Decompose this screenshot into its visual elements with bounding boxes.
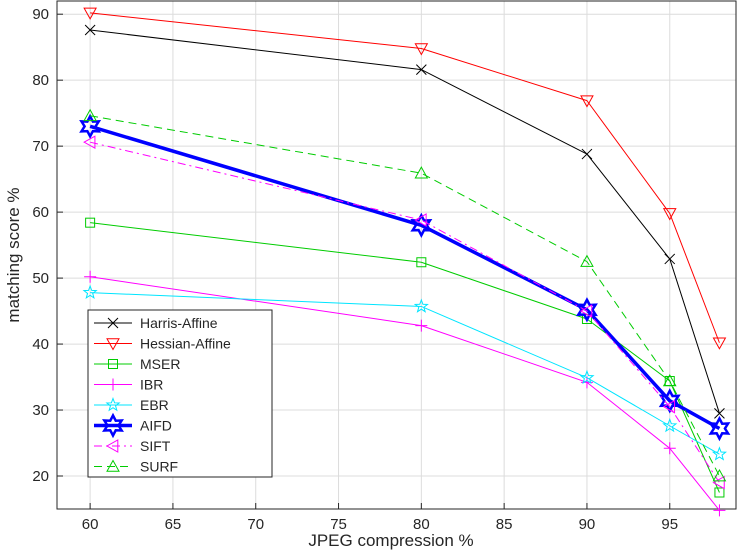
data-point xyxy=(413,298,429,313)
data-point xyxy=(581,148,593,160)
legend-entry: EBR xyxy=(94,397,169,413)
legend-label: Hessian-Affine xyxy=(140,336,231,352)
legend-box xyxy=(87,309,273,478)
x-tick-label: 75 xyxy=(330,516,347,533)
legend-entry: IBR xyxy=(94,377,163,393)
data-point xyxy=(84,270,97,283)
y-tick-label: 40 xyxy=(32,336,49,353)
legend-marker xyxy=(105,439,119,453)
x-tick-label: 60 xyxy=(82,516,99,533)
y-tick-label: 20 xyxy=(32,468,49,485)
legend-label: AIFD xyxy=(140,418,172,434)
series-line xyxy=(90,292,720,455)
series-line xyxy=(90,141,720,483)
x-tick-label: 80 xyxy=(413,516,430,533)
x-tick-label: 85 xyxy=(496,516,513,533)
legend-marker xyxy=(106,338,120,351)
legend-entry: SURF xyxy=(94,459,178,475)
legend-label: IBR xyxy=(140,377,163,393)
data-point xyxy=(410,212,433,238)
series-sift xyxy=(83,135,725,490)
data-point xyxy=(713,504,726,517)
data-point xyxy=(580,254,594,267)
legend-label: EBR xyxy=(140,397,169,413)
legend-marker xyxy=(107,378,119,391)
x-tick-label: 65 xyxy=(165,516,182,533)
series xyxy=(79,7,731,517)
data-point xyxy=(662,399,676,414)
data-point xyxy=(711,446,727,461)
legend-marker xyxy=(108,359,118,369)
data-point xyxy=(82,284,98,300)
plot-area-border xyxy=(56,0,737,510)
data-point xyxy=(712,337,727,350)
data-point xyxy=(414,166,429,179)
legend-label: MSER xyxy=(140,356,180,372)
x-tick-label: 95 xyxy=(661,516,678,533)
legend: Harris-Affine Hessian-Affine MSER IBR EBR AIF… xyxy=(87,309,273,478)
series-surf xyxy=(83,108,727,482)
data-point xyxy=(580,95,594,108)
x-tick-label: 70 xyxy=(247,516,264,533)
data-point xyxy=(575,297,598,323)
y-axis-title: matching score % xyxy=(4,187,23,322)
legend-label: Harris-Affine xyxy=(140,315,218,331)
data-point xyxy=(712,468,727,482)
data-point xyxy=(664,253,676,265)
y-tick-label: 30 xyxy=(32,402,49,419)
data-point xyxy=(662,208,677,221)
data-point xyxy=(415,64,427,75)
data-point xyxy=(714,487,725,498)
data-point xyxy=(83,108,97,122)
tick-labels: 60 65 70 75 80 85 90 95 20 30 40 50 60 70 80 90 xyxy=(32,6,678,533)
x-axis-title: JPEG compression % xyxy=(308,531,473,550)
data-point xyxy=(579,369,595,385)
series-ibr xyxy=(84,270,726,517)
data-point xyxy=(83,7,97,20)
data-point xyxy=(414,43,429,56)
data-point xyxy=(708,415,731,442)
data-point xyxy=(712,475,725,490)
series-line xyxy=(90,115,720,477)
legend-label: SIFT xyxy=(140,438,171,454)
series-hessian-affine xyxy=(83,7,727,350)
y-tick-label: 50 xyxy=(32,270,49,287)
y-tick-label: 60 xyxy=(32,204,49,221)
y-tick-label: 90 xyxy=(32,6,49,23)
y-tick-label: 70 xyxy=(32,138,49,155)
data-point xyxy=(662,373,677,387)
data-point xyxy=(83,135,96,150)
axes xyxy=(56,0,737,510)
data-point xyxy=(415,319,428,332)
data-point xyxy=(662,417,678,433)
legend-marker xyxy=(102,412,124,439)
legend-entry: AIFD xyxy=(94,412,172,439)
legend-marker xyxy=(106,459,120,472)
y-tick-label: 80 xyxy=(32,72,49,89)
legend-marker xyxy=(105,397,121,412)
series-line xyxy=(89,124,721,431)
data-point xyxy=(579,304,593,318)
legend-entry: Harris-Affine xyxy=(94,315,218,331)
series-ebr xyxy=(82,284,727,461)
legend-label: SURF xyxy=(140,459,178,475)
legend-entry: Hessian-Affine xyxy=(94,336,231,352)
data-point xyxy=(85,217,96,228)
series-aifd xyxy=(79,113,731,442)
legend-marker xyxy=(107,317,119,329)
data-point xyxy=(79,113,102,140)
data-point xyxy=(414,213,427,227)
series-harris-affine xyxy=(84,24,725,419)
x-tick-label: 90 xyxy=(579,516,596,533)
data-point xyxy=(416,257,427,268)
legend-entry: MSER xyxy=(94,356,180,372)
legend-entry: SIFT xyxy=(94,438,171,454)
data-point xyxy=(658,388,681,414)
data-point xyxy=(84,24,96,36)
data-point xyxy=(714,407,725,419)
data-point xyxy=(663,442,676,455)
series-line xyxy=(90,12,720,343)
